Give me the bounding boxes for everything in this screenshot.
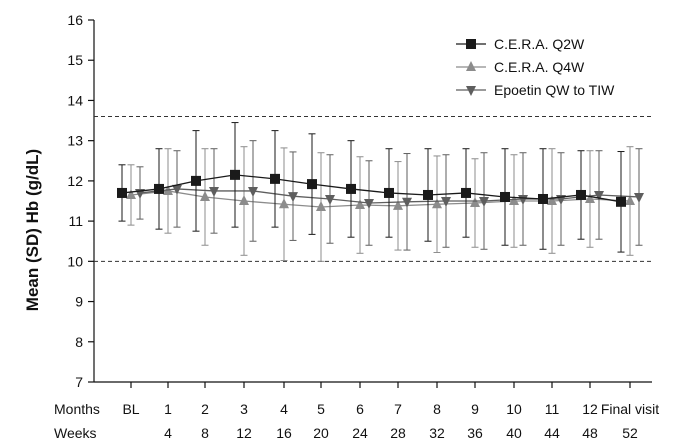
x-tick-label-month: 8 (433, 401, 441, 417)
data-point (547, 195, 557, 205)
data-point (461, 187, 471, 198)
y-tick-label: 12 (67, 173, 83, 189)
x-tick-label-month: 6 (356, 401, 364, 417)
series-3 (135, 140, 644, 251)
data-point (616, 196, 626, 207)
data-point (346, 183, 356, 194)
legend: C.E.R.A. Q2W C.E.R.A. Q4W Epoetin QW to TI… (456, 36, 615, 98)
data-point (585, 192, 595, 203)
y-tick-label: 8 (75, 334, 83, 350)
legend-label: C.E.R.A. Q4W (494, 59, 585, 75)
x-tick-label-week: 12 (236, 425, 252, 441)
x-tick-label-week: 20 (313, 425, 329, 441)
data-point (441, 197, 451, 207)
y-tick-label: 14 (67, 92, 83, 108)
data-point (466, 39, 476, 49)
series-line (121, 174, 622, 203)
data-point (209, 186, 219, 197)
x-tick-label-month: 3 (240, 401, 248, 417)
data-point (316, 201, 326, 212)
data-point (479, 197, 489, 207)
x-tick-label-month: Final visit (601, 401, 659, 417)
data-point (625, 195, 635, 205)
data-point (538, 193, 548, 204)
x-tick-label-month: 12 (582, 401, 598, 417)
x-tick-label-week: 24 (352, 425, 368, 441)
y-tick-label: 7 (75, 374, 83, 390)
data-point (117, 187, 127, 198)
data-point (518, 194, 528, 205)
x-tick-label-week: 28 (390, 425, 406, 441)
data-point (393, 199, 403, 210)
data-point (307, 179, 317, 190)
x-row-label-weeks: Weeks (54, 425, 97, 441)
x-tick-label-month: 10 (506, 401, 522, 417)
x-tick-label-month: 7 (394, 401, 402, 417)
data-point (364, 199, 374, 210)
data-point (466, 61, 476, 71)
series-layer (117, 122, 644, 262)
x-tick-label-month: 11 (545, 401, 560, 417)
y-tick-label: 13 (67, 133, 83, 149)
data-point (470, 197, 480, 208)
data-point (126, 188, 136, 199)
x-tick-label-month: 9 (471, 401, 479, 417)
x-tick-label-week: 16 (276, 425, 292, 441)
reference-lines (94, 116, 652, 262)
data-point (230, 169, 240, 180)
data-point (270, 173, 280, 184)
data-point (279, 198, 289, 209)
data-point (634, 192, 644, 203)
data-point (248, 186, 258, 197)
x-tick-label-week: 44 (544, 425, 560, 441)
series-line (139, 188, 640, 204)
y-axis-title: Mean (SD) Hb (g/dL) (23, 149, 42, 311)
data-point (172, 184, 182, 195)
x-tick-label-week: 52 (622, 425, 638, 441)
data-point (200, 190, 210, 201)
x-tick-label-week: 48 (582, 425, 598, 441)
data-point (432, 198, 442, 209)
data-point (576, 189, 586, 200)
data-point (594, 190, 604, 201)
data-point (423, 189, 433, 200)
x-tick-label-week: 36 (467, 425, 483, 441)
y-tick-label: 9 (75, 294, 83, 310)
data-point (325, 194, 335, 205)
data-point (355, 199, 365, 210)
x-tick-label-week: 8 (201, 425, 209, 441)
y-tick-label: 16 (67, 12, 83, 28)
data-point (402, 197, 412, 208)
data-point (288, 192, 298, 203)
x-tick-label-month: BL (122, 401, 139, 417)
data-point (191, 175, 201, 186)
x-tick-label-week: 32 (429, 425, 445, 441)
y-tick-label: 11 (68, 213, 83, 229)
legend-label: C.E.R.A. Q2W (494, 36, 585, 52)
series-1 (117, 122, 626, 253)
x-tick-label-month: 1 (164, 401, 172, 417)
data-point (239, 195, 249, 205)
x-row-label-months: Months (54, 401, 100, 417)
data-point (384, 187, 394, 198)
x-tick-label-month: 4 (280, 401, 288, 417)
series-2 (126, 146, 635, 262)
x-tick-label-week: 4 (164, 425, 172, 441)
x-tick-label-week: 40 (506, 425, 522, 441)
x-axis: BL 1428312416520624728832936104011441248F… (94, 381, 659, 441)
data-point (500, 191, 510, 202)
data-point (154, 183, 164, 194)
legend-label: Epoetin QW to TIW (494, 82, 615, 98)
x-tick-label-month: 2 (201, 401, 209, 417)
y-tick-label: 15 (67, 52, 83, 68)
y-tick-label: 10 (67, 253, 83, 269)
x-tick-label-month: 5 (317, 401, 325, 417)
data-point (466, 86, 476, 96)
y-axis: 7 8 9 10 11 12 13 14 15 16 (67, 12, 95, 390)
